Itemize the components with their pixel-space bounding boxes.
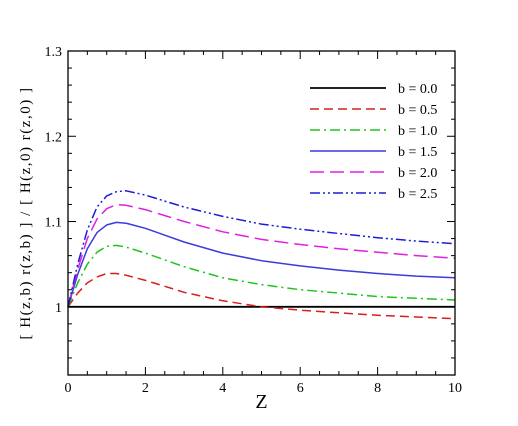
x-tick-label: 10: [448, 381, 462, 396]
series-lines: [67, 190, 456, 320]
y-tick-label: 1.2: [45, 130, 63, 145]
series-line: [67, 244, 456, 308]
x-tick-label: 0: [65, 381, 72, 396]
legend-label: b = 0.0: [398, 82, 437, 97]
legend-label: b = 1.0: [398, 124, 437, 139]
x-axis-title: Z: [255, 391, 267, 413]
series-line: [67, 272, 456, 320]
series-line: [67, 203, 456, 307]
legend-label: b = 2.5: [398, 187, 437, 202]
tick-labels: 0 2 4 6 8 10 1 1.1 1.2 1.3: [45, 45, 463, 396]
axis-ticks: [67, 50, 456, 376]
legend: b = 0.0 b = 0.5 b = 1.0 b = 1.5 b = 2.0 b = 2…: [310, 82, 437, 202]
y-axis-title: [ H(z,b) r(z,b) ] / [ H(z,0) r(z,0) ]: [18, 87, 34, 340]
x-tick-label: 2: [142, 381, 149, 396]
y-tick-label: 1.3: [45, 45, 63, 60]
y-tick-label: 1.1: [45, 216, 63, 231]
legend-label: b = 0.5: [398, 103, 437, 118]
y-tick-label: 1: [55, 301, 62, 316]
x-tick-label: 4: [219, 381, 226, 396]
series-line: [67, 221, 456, 308]
series-line: [67, 190, 456, 307]
x-tick-label: 8: [374, 381, 381, 396]
legend-label: b = 2.0: [398, 166, 437, 181]
plot-frame: [67, 50, 456, 376]
x-tick-label: 6: [297, 381, 304, 396]
legend-label: b = 1.5: [398, 145, 437, 160]
